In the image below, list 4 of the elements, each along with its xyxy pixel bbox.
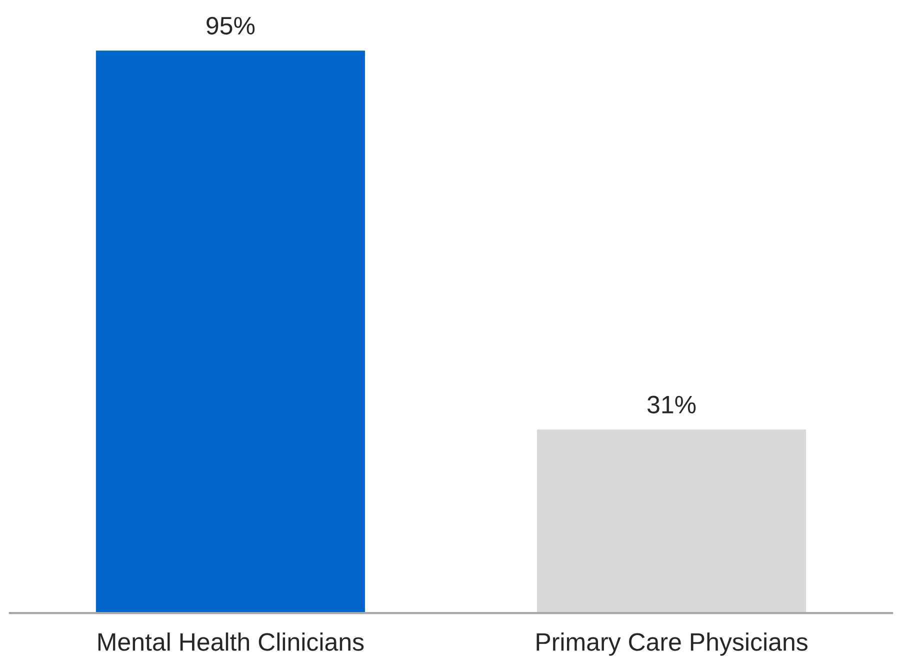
x-tick-label: Mental Health Clinicians: [98, 632, 364, 651]
data-label: 95%: [206, 16, 255, 35]
x-tick-label: Primary Care Physicians: [536, 632, 808, 656]
data-label: 31%: [647, 396, 696, 414]
